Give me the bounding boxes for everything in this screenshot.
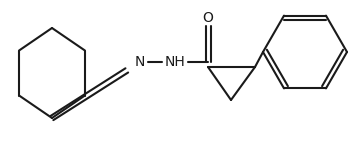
Text: N: N: [135, 55, 145, 69]
Text: O: O: [203, 11, 213, 25]
Text: NH: NH: [165, 55, 185, 69]
